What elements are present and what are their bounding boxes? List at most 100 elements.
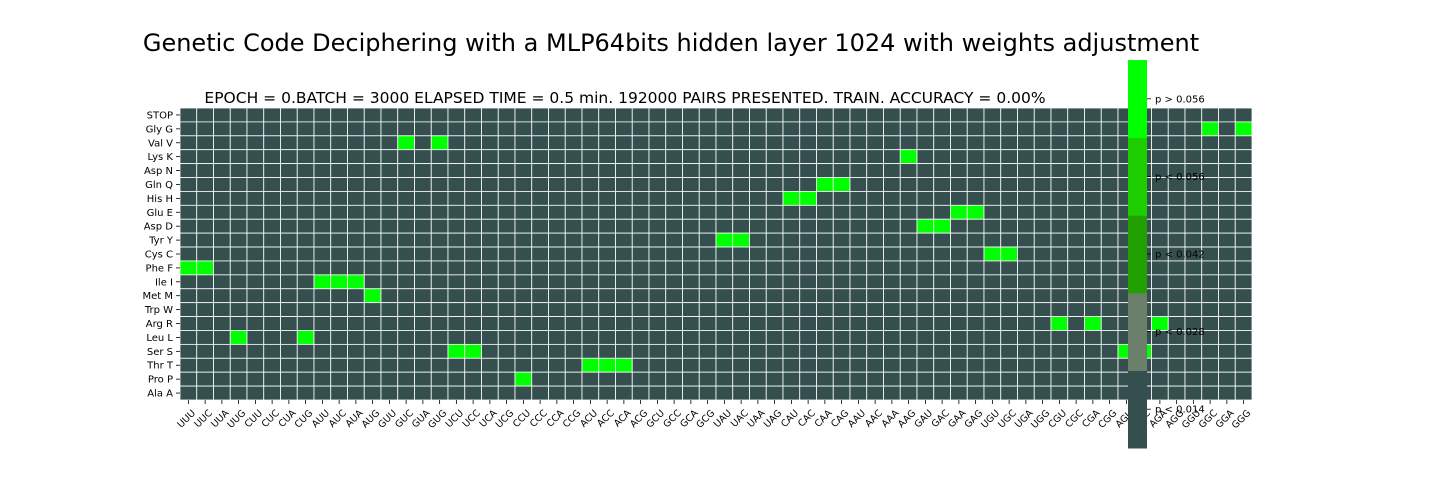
heatmap-cell [430,121,449,137]
heatmap-cell [548,288,566,304]
heatmap-cell [615,288,633,304]
heatmap-cell [1184,274,1203,290]
heatmap-cell [581,288,600,304]
heatmap-cell [1100,316,1119,331]
heatmap-cell [447,343,466,359]
heatmap-cell [380,357,399,373]
heatmap-cell [883,218,901,234]
heatmap-cell [749,385,767,401]
heatmap-cell [1084,385,1102,401]
heatmap-cell [816,343,834,359]
row-label: His H [147,194,173,205]
heatmap-cell [229,149,248,165]
colorbar-label: p < 0.028 [1155,327,1205,338]
heatmap-cell [414,246,432,262]
heatmap-cell [849,218,868,234]
heatmap-cell [514,218,533,234]
heatmap-cell [263,163,281,178]
heatmap-cell [380,121,399,137]
heatmap-cell [732,371,750,387]
heatmap-cell [782,163,801,178]
heatmap-cell [464,149,482,165]
heatmap-cell [698,316,717,331]
heatmap-cell [179,177,198,192]
heatmap-cell [682,149,700,165]
heatmap-cell [799,218,817,234]
heatmap-cell [1000,357,1018,373]
heatmap-cell [816,260,834,276]
heatmap-cell [749,288,767,304]
heatmap-cell [581,232,600,248]
heatmap-cell [832,343,851,359]
heatmap-cell [631,121,650,137]
heatmap-cell [1017,121,1035,137]
heatmap-cell [548,107,566,123]
heatmap-cell [832,135,851,151]
heatmap-cell [179,135,198,151]
heatmap-cell [1184,371,1203,387]
row-label: Leu L [146,333,173,344]
heatmap-cell [883,302,901,317]
heatmap-cell [598,357,616,373]
heatmap-cell [581,177,600,192]
heatmap-cell [849,135,868,151]
heatmap-cell [899,385,918,401]
row-label: Val V [148,138,173,149]
heatmap-cell [966,330,985,345]
heatmap-cell [1201,191,1219,206]
heatmap-cell [732,177,750,192]
heatmap-cell [698,204,717,220]
heatmap-cell [263,177,281,192]
heatmap-cell [866,316,884,331]
heatmap-cell [280,357,298,373]
heatmap-cell [1017,343,1035,359]
heatmap-cell [983,177,1002,192]
heatmap-cell [849,246,868,262]
heatmap-cell [698,302,717,317]
heatmap-cell [363,232,382,248]
heatmap-cell [983,316,1002,331]
heatmap-cell [548,121,566,137]
heatmap-cell [1067,316,1085,331]
heatmap-cell [296,357,315,373]
heatmap-cell [883,274,901,290]
heatmap-cell [430,330,449,345]
heatmap-cell [531,121,549,137]
heatmap-cell [497,121,516,137]
heatmap-cell [414,371,432,387]
heatmap-cell [648,218,667,234]
heatmap-cell [1084,218,1102,234]
heatmap-cell [832,149,851,165]
heatmap-cell [514,288,533,304]
heatmap-cell [380,232,399,248]
heatmap-cell [280,288,298,304]
heatmap-cell [1201,357,1219,373]
heatmap-cell [749,343,767,359]
heatmap-cell [380,177,399,192]
heatmap-cell [832,246,851,262]
heatmap-cell [313,274,332,290]
heatmap-cell [229,330,248,345]
heatmap-cell [1184,302,1203,317]
heatmap-cell [615,274,633,290]
heatmap-cell [832,288,851,304]
heatmap-cell [799,343,817,359]
heatmap-cell [933,204,951,220]
heatmap-cell [380,107,399,123]
heatmap-cell [363,274,382,290]
heatmap-cell [916,343,935,359]
heatmap-cell [1017,232,1035,248]
heatmap-cell [715,121,734,137]
heatmap-cell [430,163,449,178]
heatmap-cell [481,260,499,276]
heatmap-cell [313,371,332,387]
heatmap-cell [1050,330,1069,345]
heatmap-cell [933,302,951,317]
heatmap-cell [296,330,315,345]
heatmap-cell [682,107,700,123]
heatmap-cell [581,204,600,220]
heatmap-cell [1017,385,1035,401]
heatmap-cell [698,232,717,248]
heatmap-cell [514,177,533,192]
heatmap-cell [1000,371,1018,387]
